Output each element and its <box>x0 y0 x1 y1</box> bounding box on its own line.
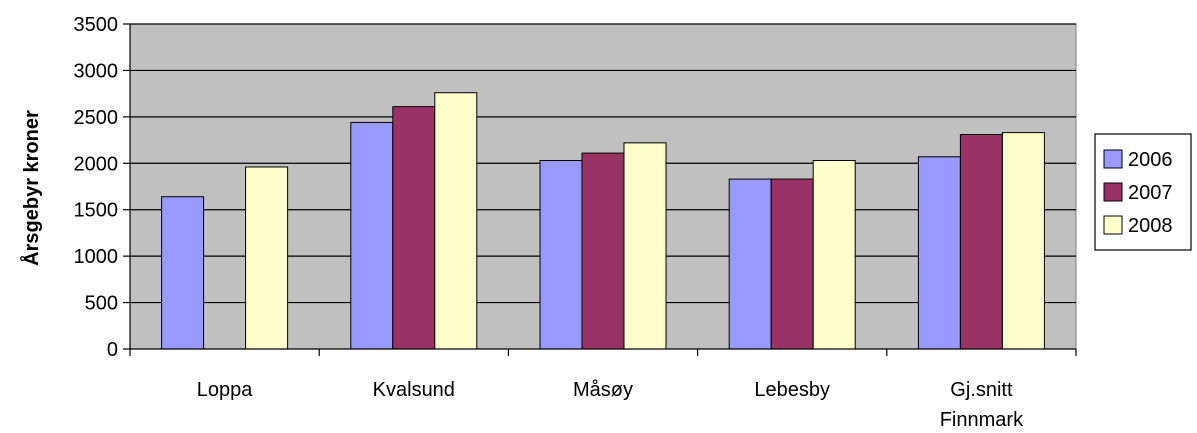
legend-swatch-2006 <box>1103 149 1123 169</box>
bar-2007-1 <box>392 106 436 350</box>
y-tick-label: 1500 <box>74 200 119 222</box>
y-axis-title: Årsgebyr kroner <box>19 110 43 266</box>
y-tick-label: 2000 <box>74 153 119 175</box>
bar-2008-2 <box>623 142 667 350</box>
category-label: Loppa <box>197 379 253 401</box>
y-tick-label: 500 <box>85 293 118 315</box>
legend-swatch-2007 <box>1103 182 1123 202</box>
bar-2008-4 <box>1001 132 1045 350</box>
y-tick-label: 3500 <box>74 14 119 36</box>
y-tick-label: 1000 <box>74 246 119 268</box>
bar-2008-0 <box>245 166 289 350</box>
legend-label-2008: 2008 <box>1128 215 1173 237</box>
bar-2007-4 <box>959 134 1003 350</box>
bar-2006-4 <box>917 156 961 350</box>
legend-swatch-2008 <box>1103 215 1123 235</box>
bar-2006-0 <box>161 196 205 350</box>
category-label: Finnmark <box>940 409 1024 431</box>
labels-layer: 0 500 1000 1500 2000 2500 3000 3500 Loppa Kvalsun… <box>74 14 1025 431</box>
bar-2007-2 <box>581 152 625 350</box>
axes-layer <box>123 23 1077 356</box>
category-label: Kvalsund <box>373 379 455 401</box>
category-label: Måsøy <box>573 379 633 401</box>
bar-2006-3 <box>728 178 772 350</box>
bars-layer <box>161 92 1045 350</box>
legend-label-2006: 2006 <box>1128 149 1173 171</box>
bar-2006-2 <box>539 160 583 350</box>
legend-label-2007: 2007 <box>1128 182 1173 204</box>
y-tick-label: 2500 <box>74 107 119 129</box>
bar-2006-1 <box>350 121 394 350</box>
y-tick-label: 3000 <box>74 60 119 82</box>
bar-2008-1 <box>434 92 478 350</box>
legend: 2006 2007 2008 <box>1094 133 1192 251</box>
bar-2008-3 <box>812 160 856 350</box>
category-label: Gj.snitt <box>950 379 1013 401</box>
y-tick-label: 0 <box>107 339 118 361</box>
bar-2007-3 <box>770 178 814 350</box>
category-label: Lebesby <box>754 379 830 401</box>
